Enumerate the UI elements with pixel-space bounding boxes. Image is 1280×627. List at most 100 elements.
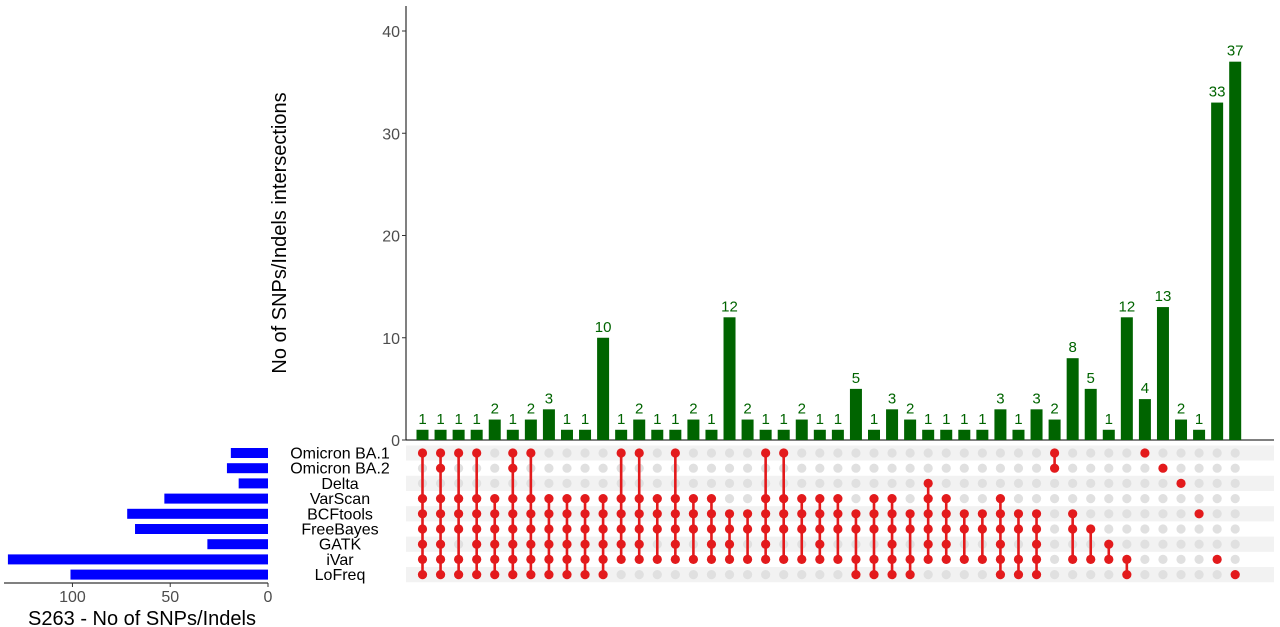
intersection-bar xyxy=(615,429,628,440)
intersection-bar xyxy=(777,429,790,440)
set-label: FreeBayes xyxy=(301,522,378,539)
matrix-dot-inactive xyxy=(1230,463,1240,473)
matrix-dot-active xyxy=(1104,539,1114,549)
matrix-dot-active xyxy=(995,524,1006,534)
intersection-bar xyxy=(1012,429,1025,440)
matrix-dot-inactive xyxy=(1031,463,1042,473)
matrix-dot-inactive xyxy=(706,570,717,580)
set-size-tick-label: 100 xyxy=(59,589,86,606)
matrix-dot-inactive xyxy=(652,448,662,458)
matrix-dot-inactive xyxy=(616,570,626,580)
y-tick-label: 0 xyxy=(391,433,400,450)
matrix-dot-active xyxy=(688,509,699,519)
matrix-dot-inactive xyxy=(995,448,1006,458)
intersection-bar xyxy=(868,429,880,440)
bar-value-label: 1 xyxy=(960,411,968,428)
matrix-dot-inactive xyxy=(706,478,717,488)
set-label: Omicron BA.1 xyxy=(290,446,390,463)
matrix-dot-inactive xyxy=(995,478,1006,488)
matrix-dot-active xyxy=(508,539,518,549)
intersection-bar xyxy=(922,429,935,440)
matrix-dot-active xyxy=(562,539,572,549)
matrix-dot-active xyxy=(1031,509,1042,519)
matrix-dot-active xyxy=(688,494,699,504)
set-size-axis: 100 50 0 xyxy=(4,582,273,606)
matrix-dot-active xyxy=(706,494,717,504)
matrix-dot-active xyxy=(869,509,879,519)
matrix-dot-inactive xyxy=(688,478,699,488)
matrix-dot-inactive xyxy=(1050,570,1060,580)
intersection-bar xyxy=(994,409,1007,440)
matrix-dot-inactive xyxy=(1104,463,1114,473)
matrix-dot-active xyxy=(869,494,879,504)
matrix-dot-active xyxy=(815,539,825,549)
matrix-dot-inactive xyxy=(1158,478,1168,488)
matrix-dot-inactive xyxy=(742,494,753,504)
matrix-dot-active xyxy=(815,524,825,534)
intersection-bar xyxy=(849,388,862,440)
matrix-dot-active xyxy=(688,524,699,534)
matrix-dot-inactive xyxy=(1086,463,1096,473)
set-size-bar xyxy=(135,524,268,534)
matrix-dot-inactive xyxy=(1050,539,1060,549)
matrix-dot-inactive xyxy=(598,478,608,488)
matrix-dot-active xyxy=(724,524,735,534)
set-size-axis-title: S263 - No of SNPs/Indels xyxy=(28,608,256,627)
intersection-bar xyxy=(470,429,483,440)
matrix-dot-inactive xyxy=(562,478,572,488)
matrix-dot-active xyxy=(959,509,969,519)
y-tick-label: 30 xyxy=(382,126,400,143)
matrix-dot-inactive xyxy=(851,463,861,473)
matrix-dot-inactive xyxy=(544,478,554,488)
bar-value-label: 1 xyxy=(581,411,589,428)
matrix-dot-inactive xyxy=(1122,448,1132,458)
matrix-dot-active xyxy=(526,509,536,519)
matrix-dot-active xyxy=(833,509,843,519)
matrix-dot-active xyxy=(1031,554,1042,565)
matrix-dot-active xyxy=(779,524,789,534)
matrix-dot-active xyxy=(634,554,644,565)
matrix-dot-inactive xyxy=(1194,554,1204,565)
matrix-dot-active xyxy=(995,554,1006,565)
matrix-dot-active xyxy=(490,554,500,565)
matrix-dot-inactive xyxy=(797,463,807,473)
matrix-dot-inactive xyxy=(1230,524,1240,534)
bar-value-label: 33 xyxy=(1209,84,1226,101)
matrix-dot-inactive xyxy=(923,463,933,473)
matrix-dot-inactive xyxy=(995,463,1006,473)
matrix-dot-inactive xyxy=(761,570,771,580)
matrix-dot-inactive xyxy=(977,494,987,504)
matrix-dot-inactive xyxy=(941,570,951,580)
matrix-dot-active xyxy=(1068,554,1078,565)
matrix-dot-inactive xyxy=(1194,524,1204,534)
matrix-dot-inactive xyxy=(1212,494,1222,504)
matrix-dot-inactive xyxy=(1122,463,1132,473)
bar-value-label: 1 xyxy=(780,411,788,428)
bar-value-label: 1 xyxy=(418,411,426,428)
matrix-dot-inactive xyxy=(869,478,879,488)
intersection-bar xyxy=(904,419,917,440)
bar-value-label: 2 xyxy=(798,401,806,418)
bar-value-label: 8 xyxy=(1068,339,1076,356)
matrix-dot-active xyxy=(490,539,500,549)
matrix-dot-active xyxy=(634,448,644,458)
intersection-bar xyxy=(579,429,592,440)
matrix-dot-active xyxy=(562,524,572,534)
matrix-dot-active xyxy=(923,509,933,519)
bar-value-label: 1 xyxy=(761,411,769,428)
intersection-bar xyxy=(1084,388,1097,440)
y-axis-title: No of SNPs/Indels intersections xyxy=(269,92,291,373)
matrix-dot-active xyxy=(761,448,771,458)
matrix-dot-active xyxy=(580,494,590,504)
matrix-dot-inactive xyxy=(905,448,915,458)
matrix-dot-active xyxy=(634,509,644,519)
matrix-dot-inactive xyxy=(833,570,843,580)
intersection-bar xyxy=(723,317,736,440)
matrix-dot-inactive xyxy=(706,448,717,458)
matrix-dot-active xyxy=(761,509,771,519)
matrix-dot-active xyxy=(1068,509,1078,519)
matrix-dot-inactive xyxy=(1212,539,1222,549)
matrix-dot-active xyxy=(941,554,951,565)
matrix-dot-inactive xyxy=(724,494,735,504)
